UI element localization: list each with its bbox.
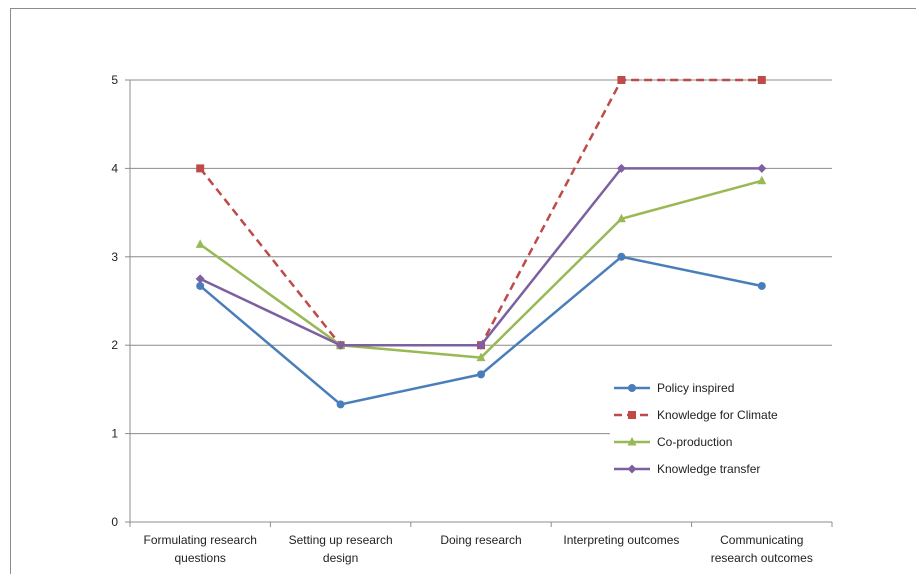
data-point [196, 164, 205, 173]
data-point [476, 352, 486, 362]
axes: 0 1 2 3 4 5 Formulating research questions Setti… [111, 73, 833, 565]
series-knowledge-for-climate [196, 76, 766, 350]
data-point [617, 76, 626, 84]
legend-label: Knowledge transfer [657, 462, 760, 476]
x-tick-label: Communicating research outcomes [711, 533, 813, 565]
legend-swatch-marker [627, 437, 637, 446]
chart-frame [10, 8, 916, 574]
data-point [476, 340, 486, 350]
series-knowledge-transfer [195, 163, 767, 350]
x-tick-label: Formulating research questions [144, 533, 257, 565]
data-point [336, 340, 346, 350]
legend-label: Co-production [657, 435, 732, 449]
data-point [195, 274, 205, 284]
y-tick-label: 1 [111, 427, 118, 441]
y-tick-label: 5 [111, 73, 118, 87]
x-tick-label: Setting up research design [289, 533, 393, 565]
series-lines [195, 76, 767, 409]
y-tick-label: 4 [111, 161, 118, 175]
data-point [616, 163, 626, 173]
legend-label: Policy inspired [657, 381, 734, 395]
data-point [195, 239, 205, 248]
data-point [757, 76, 766, 84]
legend-swatch-marker [627, 464, 637, 474]
legend-background [610, 372, 832, 482]
data-point [336, 400, 345, 409]
legend-label: Knowledge for Climate [657, 408, 778, 422]
data-point [477, 370, 485, 379]
data-point [616, 213, 626, 223]
data-point [196, 281, 205, 290]
data-point [757, 175, 767, 185]
y-tick-label: 3 [111, 250, 118, 264]
x-tick-label: Doing research [440, 533, 521, 547]
series-policy-inspired [196, 252, 766, 409]
data-point [617, 252, 626, 261]
y-tick-label: 2 [111, 338, 118, 352]
legend-swatch-marker [628, 384, 636, 392]
data-point [757, 163, 767, 173]
data-point [757, 281, 766, 290]
legend: Policy inspired Knowledge for Climate Co-p… [610, 372, 832, 482]
legend-swatch-marker [628, 411, 636, 419]
x-tick-label: Interpreting outcomes [563, 533, 679, 547]
y-tick-label: 0 [111, 515, 118, 529]
